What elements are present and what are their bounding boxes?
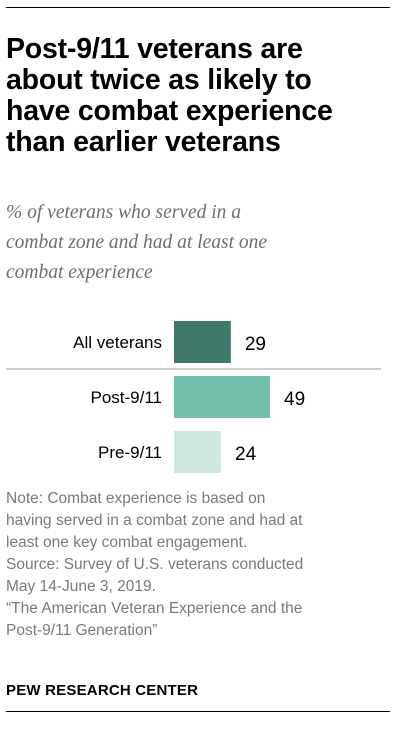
data-label: 49 [284,389,305,410]
brand-label: PEW RESEARCH CENTER [6,682,199,699]
bar [174,431,222,473]
title-line: than earlier veterans [6,126,281,158]
top-rule [6,7,390,8]
category-label: Pre-9/11 [98,443,162,462]
category-label: Post-9/11 [90,388,162,407]
data-label: 29 [245,334,266,355]
subtitle-line: % of veterans who served in a [6,202,242,223]
title-line: about twice as likely to [6,64,312,96]
report-title-line: Post-9/11 Generation” [6,622,158,639]
bar [174,376,270,418]
subtitle-line: combat experience [6,262,153,283]
bar [174,321,231,363]
report-title-line: “The American Veteran Experience and the [6,600,303,617]
notes-block: Note: Combat experience is based on havi… [6,488,396,642]
note-line: least one key combat engagement. [6,534,248,551]
note-line: Note: Combat experience is based on [6,490,266,507]
bar-chart: All veterans 29 Post-9/11 49 Pre-9/11 24 [6,321,381,473]
category-label: All veterans [73,333,162,352]
source-line: May 14-June 3, 2019. [6,578,156,595]
title-line: Post-9/11 veterans are [6,33,303,65]
title-line: have combat experience [6,95,333,127]
source-line: Source: Survey of U.S. veterans conducte… [6,556,304,573]
subtitle-line: combat zone and had at least one [6,232,268,253]
bottom-rule [6,711,390,712]
chart-subtitle: % of veterans who served in a combat zon… [6,198,396,288]
data-label: 24 [235,444,257,465]
chart-title: Post-9/11 veterans are about twice as li… [6,34,396,158]
note-line: having served in a combat zone and had a… [6,512,303,529]
